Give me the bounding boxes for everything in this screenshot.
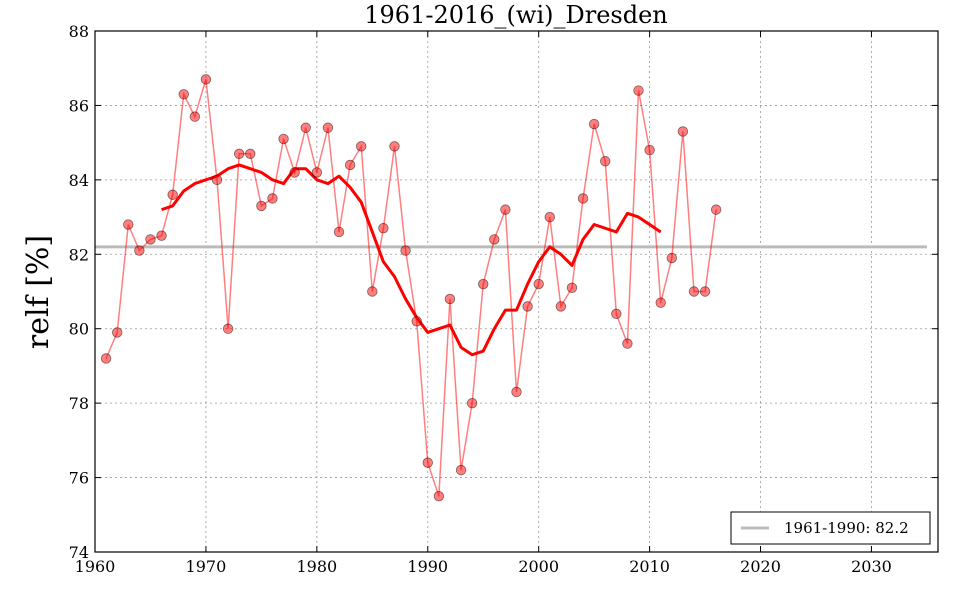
data-point: [333, 226, 345, 238]
data-point: [433, 490, 445, 502]
data-point: [378, 223, 389, 234]
x-tick-label: 1960: [75, 557, 116, 576]
data-point: [100, 353, 112, 364]
data-point: [411, 316, 422, 327]
y-tick-label: 82: [69, 245, 89, 264]
data-point: [577, 193, 589, 204]
x-tick-label: 1980: [296, 557, 337, 576]
data-point: [489, 234, 500, 245]
y-tick-label: 74: [69, 543, 89, 562]
data-point: [278, 133, 289, 145]
x-tick-label: 1970: [186, 557, 227, 576]
data-point: [134, 245, 145, 256]
data-point: [289, 167, 300, 178]
data-point: [367, 286, 378, 297]
x-tick-label: 1990: [407, 557, 448, 576]
data-point: [544, 211, 555, 223]
data-point: [644, 144, 655, 156]
data-point: [300, 122, 311, 133]
data-point: [400, 245, 411, 256]
data-point: [500, 204, 511, 215]
y-tick-label: 78: [69, 394, 89, 413]
data-point: [555, 301, 567, 312]
data-point: [522, 301, 533, 312]
data-point: [356, 141, 367, 152]
data-point: [344, 159, 356, 171]
x-tick-label: 2030: [851, 557, 892, 576]
plot-frame: [94, 30, 939, 553]
data-point: [444, 293, 456, 305]
data-point: [389, 141, 400, 152]
data-point: [167, 189, 178, 200]
data-point: [511, 386, 522, 398]
annual-values-line: [105, 79, 717, 497]
x-tick-label: 2010: [629, 557, 670, 576]
data-point: [233, 148, 245, 160]
data-point: [588, 118, 600, 130]
moving-average-line: [161, 163, 662, 357]
x-tick-label: 2020: [740, 557, 781, 576]
data-point: [688, 286, 700, 297]
data-point: [478, 278, 489, 290]
y-axis-label: relf [%]: [21, 235, 56, 349]
legend-label: 1961-1990: 82.2: [784, 519, 909, 537]
chart-title: 1961-2016_(wi)_Dresden: [364, 1, 667, 29]
data-point: [622, 338, 633, 349]
legend: 1961-1990: 82.2: [730, 511, 931, 545]
data-point: [245, 148, 256, 160]
y-tick-label: 84: [69, 171, 89, 190]
y-tick-label: 80: [69, 320, 89, 339]
data-point: [699, 286, 711, 297]
data-point: [322, 122, 334, 133]
data-point: [222, 323, 234, 334]
data-point: [311, 167, 323, 178]
data-point: [655, 297, 666, 308]
data-point: [111, 327, 123, 338]
data-point: [256, 200, 267, 212]
data-point: [677, 126, 689, 137]
data-point: [633, 85, 644, 96]
data-point: [600, 156, 611, 167]
x-tick-label: 2000: [518, 557, 559, 576]
data-point: [710, 204, 722, 215]
data-point: [466, 397, 478, 409]
data-point: [566, 282, 578, 293]
data-point: [455, 464, 467, 476]
data-point: [156, 230, 167, 241]
data-point: [123, 219, 134, 230]
data-point: [189, 111, 201, 122]
data-point: [211, 174, 223, 186]
data-point: [422, 457, 433, 468]
data-point: [533, 278, 544, 290]
y-tick-label: 86: [69, 96, 89, 115]
axis-ticks: 1960 1970 1980 1990 2000 2010 2020 2030 74 76 78 80…: [69, 22, 938, 576]
y-tick-label: 88: [69, 22, 89, 41]
data-point: [267, 193, 278, 204]
data-point: [200, 74, 212, 85]
y-tick-label: 76: [69, 469, 89, 488]
data-point: [666, 252, 677, 264]
data-point: [611, 308, 622, 320]
data-point: [145, 234, 156, 245]
series-group: [95, 74, 927, 502]
data-point: [178, 89, 189, 100]
